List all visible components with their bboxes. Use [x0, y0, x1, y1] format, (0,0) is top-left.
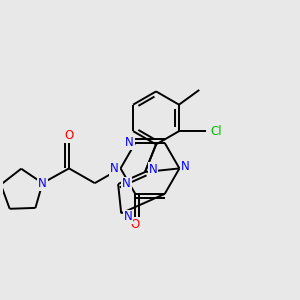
Text: O: O	[64, 129, 74, 142]
Text: N: N	[181, 160, 190, 173]
Text: Cl: Cl	[211, 125, 222, 138]
Text: N: N	[122, 178, 130, 190]
Text: N: N	[110, 162, 119, 175]
Text: N: N	[125, 136, 134, 149]
Text: N: N	[123, 211, 132, 224]
Text: N: N	[149, 163, 158, 176]
Text: N: N	[38, 177, 47, 190]
Text: O: O	[131, 218, 140, 231]
